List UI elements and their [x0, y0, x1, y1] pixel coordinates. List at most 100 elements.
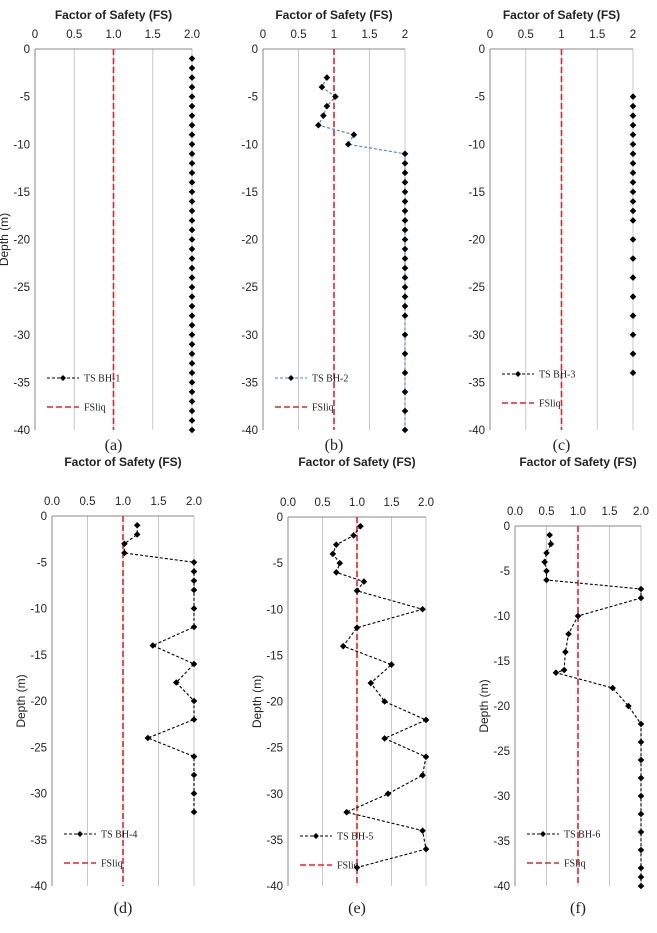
y-tick-label: -35 [266, 835, 283, 847]
y-tick-label: -40 [241, 425, 258, 437]
legend-series-label: TS BH-3 [539, 370, 575, 381]
data-point [629, 369, 637, 377]
x-tick-label: 1.0 [570, 506, 586, 518]
data-point [401, 388, 409, 396]
data-point [190, 716, 198, 723]
data-point [637, 738, 645, 746]
data-point [629, 331, 637, 339]
y-tick-label: -35 [13, 377, 30, 389]
y-tick-label: -20 [13, 235, 30, 247]
data-point [637, 864, 645, 872]
data-point [343, 808, 350, 816]
x-tick-label: 0 [487, 29, 493, 41]
data-point [320, 112, 327, 119]
x-tick-label: 0.0 [280, 497, 296, 509]
data-point [315, 121, 322, 129]
data-point [401, 312, 409, 319]
chart-title: Factor of Safety (FS) [503, 8, 620, 22]
y-tick-label: -20 [241, 235, 258, 247]
data-point [419, 827, 426, 834]
data-point [332, 93, 339, 100]
y-axis-label: Depth (m) [14, 674, 28, 727]
legend-marker [540, 831, 546, 837]
legend-series-label: TS BH-6 [564, 830, 600, 841]
data-point [144, 734, 152, 742]
data-point [401, 207, 409, 215]
data-point [188, 160, 196, 167]
legend-fsliq-label: FSliq [539, 399, 561, 410]
y-tick-label: -5 [20, 92, 30, 104]
x-tick-label: 2.0 [633, 506, 649, 518]
data-point [401, 179, 409, 186]
y-tick-label: -30 [266, 789, 283, 801]
data-point [637, 873, 645, 881]
data-point [637, 882, 645, 890]
data-point [190, 697, 198, 705]
y-tick-label: -40 [13, 425, 30, 437]
x-tick-label: 0.5 [291, 29, 307, 41]
data-point [353, 624, 361, 631]
y-tick-label: -15 [30, 650, 47, 662]
data-point [401, 198, 409, 205]
x-tick-label: 1 [558, 29, 564, 41]
data-point [350, 532, 357, 539]
y-tick-label: -35 [30, 835, 47, 847]
data-point [188, 102, 196, 110]
y-tick-label: -40 [468, 425, 485, 437]
panel-label: (d) [114, 900, 133, 917]
data-point [344, 140, 352, 148]
data-point [422, 845, 430, 853]
series-line [123, 525, 195, 812]
data-point [637, 810, 645, 818]
data-point [133, 521, 141, 529]
y-tick-label: 0 [277, 512, 283, 524]
data-point [388, 661, 395, 668]
data-point [333, 569, 340, 576]
data-point [188, 93, 196, 100]
chart-panel-1: Factor of Safety (FS) 0 0.5 1.0 1.5 2.0 0 -5 -10… [0, 8, 200, 454]
x-tick-label: 1.0 [349, 497, 365, 509]
y-tick-label: -20 [30, 696, 47, 708]
data-point [188, 350, 196, 358]
data-point [629, 160, 637, 167]
y-tick-label: -20 [468, 235, 485, 247]
y-tick-label: -15 [468, 187, 485, 199]
data-point [547, 540, 555, 548]
y-tick-label: -5 [248, 92, 258, 104]
data-point [401, 264, 409, 272]
x-tick-label: 2 [402, 29, 408, 41]
data-point [629, 102, 637, 110]
y-tick-label: -10 [493, 611, 510, 623]
data-point [637, 828, 645, 836]
data-point [401, 407, 409, 415]
data-point [188, 207, 196, 215]
x-tick-label: 0 [32, 29, 38, 41]
data-point [637, 585, 645, 593]
data-point [629, 274, 637, 281]
data-point [629, 140, 637, 148]
data-point [190, 771, 198, 779]
x-tick-label: 1.5 [602, 506, 618, 518]
x-tick-label: 1.5 [151, 496, 167, 508]
data-point [574, 612, 582, 620]
legend-marker [77, 831, 83, 837]
legend-marker [515, 371, 521, 377]
data-point [629, 131, 637, 139]
data-point [381, 698, 388, 705]
data-point [121, 549, 128, 557]
data-point [637, 594, 645, 602]
data-point [401, 188, 409, 196]
data-point [401, 255, 409, 262]
data-point [629, 188, 637, 196]
y-tick-label: -5 [273, 558, 283, 570]
data-point [188, 388, 196, 396]
chart-panel-5: Factor of Safety (FS) 0.0 0.5 1.0 1.5 2.0 0 -5 -… [250, 455, 434, 917]
y-tick-label: -30 [468, 330, 485, 342]
x-tick-label: 2.0 [184, 29, 200, 41]
data-point [401, 350, 409, 358]
data-point [190, 808, 198, 816]
data-point [560, 666, 568, 674]
data-point [333, 541, 340, 548]
data-point [629, 255, 637, 262]
